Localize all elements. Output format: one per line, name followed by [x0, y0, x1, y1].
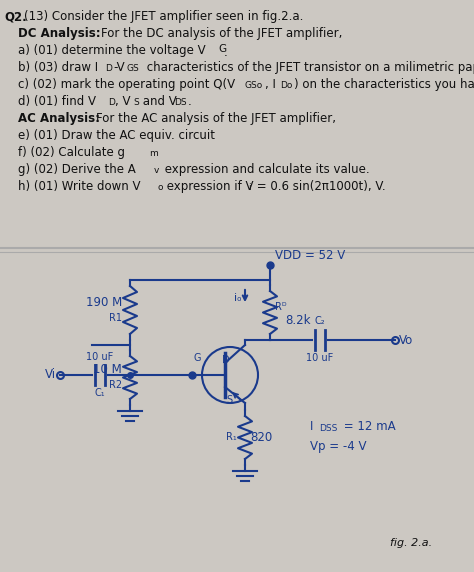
- Text: GSo: GSo: [245, 81, 263, 90]
- Text: Rᴰ: Rᴰ: [275, 303, 287, 312]
- Text: ) on the characteristics you have drawn in part c.: ) on the characteristics you have drawn …: [294, 78, 474, 91]
- Text: DS: DS: [174, 98, 187, 107]
- Text: .: .: [224, 46, 228, 59]
- Text: f) (02) Calculate g: f) (02) Calculate g: [18, 146, 125, 159]
- Text: 10 uF: 10 uF: [86, 352, 114, 362]
- Text: R2: R2: [109, 380, 122, 391]
- Text: expression if V: expression if V: [163, 180, 254, 193]
- Text: D: D: [105, 64, 112, 73]
- Text: and V: and V: [139, 95, 177, 108]
- Text: o: o: [158, 183, 164, 192]
- Text: AC Analysis:: AC Analysis:: [18, 112, 100, 125]
- Text: b) (03) draw I: b) (03) draw I: [18, 61, 98, 74]
- Text: 10 M: 10 M: [93, 363, 122, 376]
- Text: DSS: DSS: [319, 424, 337, 433]
- Text: , I: , I: [265, 78, 276, 91]
- Text: Q2.: Q2.: [4, 10, 27, 23]
- Text: expression and calculate its value.: expression and calculate its value.: [161, 163, 370, 176]
- Text: -V: -V: [113, 61, 125, 74]
- Text: For the AC analysis of the JFET amplifier,: For the AC analysis of the JFET amplifie…: [96, 112, 336, 125]
- Text: iₒ: iₒ: [234, 293, 242, 303]
- Text: DC Analysis:: DC Analysis:: [18, 27, 100, 40]
- Text: R₁: R₁: [226, 432, 237, 443]
- Text: = 0.6 sin(2π1000t), V.: = 0.6 sin(2π1000t), V.: [253, 180, 386, 193]
- Text: S: S: [227, 395, 233, 405]
- Text: m: m: [149, 149, 158, 158]
- Text: Vo: Vo: [399, 333, 413, 347]
- Text: S: S: [133, 98, 139, 107]
- Text: I: I: [310, 420, 313, 433]
- Text: d) (01) find V: d) (01) find V: [18, 95, 96, 108]
- Text: 820: 820: [250, 431, 272, 444]
- Text: v: v: [154, 166, 159, 175]
- Text: Vi: Vi: [45, 368, 56, 382]
- Text: C₁: C₁: [95, 388, 105, 398]
- Text: 8.2k: 8.2k: [285, 314, 310, 327]
- Text: R1: R1: [109, 313, 122, 323]
- Text: fig. 2.a.: fig. 2.a.: [390, 538, 432, 548]
- Text: .: .: [188, 95, 192, 108]
- Text: = 12 mA: = 12 mA: [340, 420, 396, 433]
- Text: a) (01) determine the voltage V: a) (01) determine the voltage V: [18, 44, 206, 57]
- Text: characteristics of the JFET transistor on a milimetric paper given in fig. 2.b.: characteristics of the JFET transistor o…: [143, 61, 474, 74]
- Text: c) (02) mark the operating point Q(V: c) (02) mark the operating point Q(V: [18, 78, 235, 91]
- Text: D: D: [222, 355, 230, 365]
- Text: C₂: C₂: [315, 316, 325, 326]
- Text: g) (02) Derive the A: g) (02) Derive the A: [18, 163, 136, 176]
- Text: 10 uF: 10 uF: [306, 353, 334, 363]
- Text: G: G: [218, 44, 226, 54]
- Text: GS: GS: [127, 64, 140, 73]
- Text: For the DC analysis of the JFET amplifier,: For the DC analysis of the JFET amplifie…: [101, 27, 342, 40]
- Text: Vp = -4 V: Vp = -4 V: [310, 440, 366, 453]
- Text: , V: , V: [115, 95, 130, 108]
- Text: 190 M: 190 M: [86, 296, 122, 308]
- Text: e) (01) Draw the AC equiv. circuit: e) (01) Draw the AC equiv. circuit: [18, 129, 215, 142]
- Text: h) (01) Write down V: h) (01) Write down V: [18, 180, 140, 193]
- Text: G: G: [194, 353, 201, 363]
- Text: D: D: [108, 98, 115, 107]
- Text: VDD = 52 V: VDD = 52 V: [275, 249, 345, 262]
- Text: (13) Consider the JFET amplifier seen in fig.2.a.: (13) Consider the JFET amplifier seen in…: [24, 10, 303, 23]
- Text: i: i: [248, 183, 251, 192]
- Text: Do: Do: [280, 81, 292, 90]
